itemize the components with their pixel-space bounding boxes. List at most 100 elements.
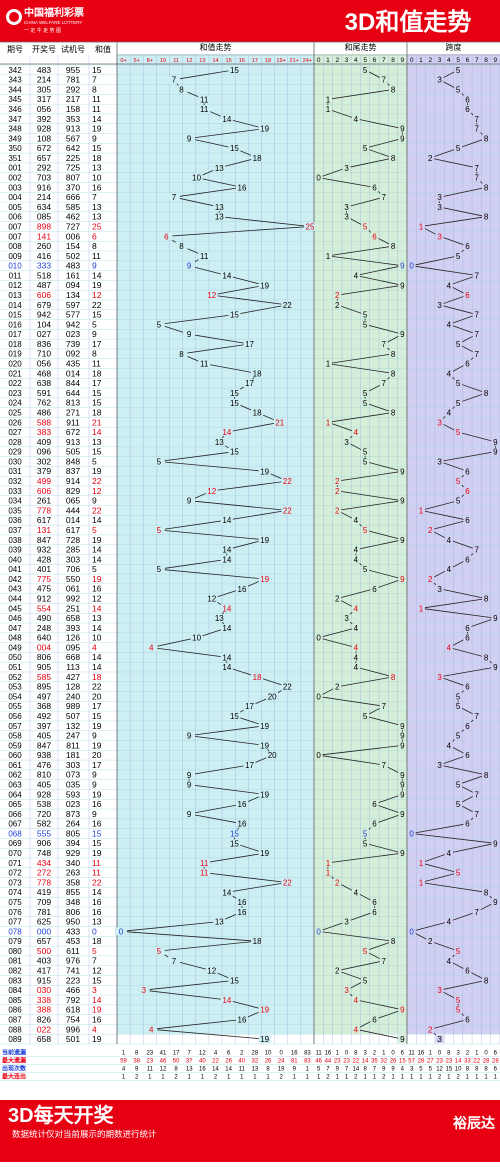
tail-point-bg — [361, 565, 370, 574]
tail-point: 3 — [344, 614, 349, 623]
tail-point: 1 — [326, 869, 331, 878]
sum-point-bg — [258, 124, 271, 133]
sum-cell: 15 — [92, 310, 102, 320]
span-point: 7 — [475, 115, 480, 124]
tail-point: 5 — [363, 223, 368, 232]
sum-point-bg — [228, 839, 241, 848]
test-cell: 942 — [66, 319, 80, 329]
span-scale-label: 9 — [494, 57, 498, 64]
test-cell: 668 — [66, 652, 80, 662]
tail-point-bg — [389, 85, 398, 94]
span-point: 5 — [456, 800, 461, 809]
test-cell: 263 — [66, 868, 80, 878]
stat-span-value: 11 — [409, 1051, 416, 1057]
period-cell: 342 — [8, 66, 22, 75]
test-cell: 996 — [66, 1024, 80, 1034]
stat-sum-value: 2 — [240, 1051, 244, 1057]
stat-tail-value: 1 — [336, 1075, 340, 1081]
span-point-bg — [463, 819, 472, 828]
sum-scale-label: 13 — [199, 58, 205, 64]
period-cell: 063 — [8, 781, 22, 790]
draw-cell: 826 — [37, 1014, 51, 1024]
sum-point: 12 — [207, 291, 216, 300]
span-point-bg — [463, 467, 472, 476]
span-point: 8 — [484, 134, 489, 143]
draw-cell: 585 — [37, 672, 51, 682]
stat-tail-value: 1 — [345, 1075, 349, 1081]
draw-cell: 938 — [37, 750, 51, 760]
period-cell: 080 — [8, 947, 22, 956]
sum-point: 9 — [187, 497, 192, 506]
sum-point-bg — [183, 731, 196, 740]
sum-cell: 12 — [92, 966, 102, 976]
sum-point: 22 — [283, 301, 292, 310]
stat-sum-value: 40 — [238, 1059, 245, 1065]
span-point-bg — [444, 281, 453, 290]
sum-cell: 9 — [92, 496, 97, 506]
sum-point: 15 — [230, 144, 239, 153]
test-cell: 727 — [66, 221, 80, 231]
period-cell: 042 — [8, 575, 22, 584]
tail-point-bg — [351, 271, 360, 280]
sum-cell: 8 — [92, 349, 97, 359]
span-point: 4 — [447, 565, 452, 574]
span-point-bg — [454, 731, 463, 740]
sum-cell: 13 — [92, 212, 102, 222]
tail-point-bg — [370, 819, 379, 828]
span-point-bg — [491, 839, 500, 848]
tail-point: 9 — [400, 467, 405, 476]
period-cell: 075 — [8, 898, 22, 907]
sum-scale-label: 11 — [173, 58, 179, 64]
sum-point: 13 — [215, 438, 224, 447]
period-cell: 081 — [8, 957, 22, 966]
sum-cell: 21 — [92, 417, 102, 427]
stat-sum-value: 59 — [120, 1059, 127, 1065]
test-cell: 092 — [66, 349, 80, 359]
draw-cell: 679 — [37, 300, 51, 310]
sum-point: 19 — [260, 741, 269, 750]
span-point-bg — [435, 760, 444, 769]
sum-point: 5 — [157, 565, 162, 574]
period-cell: 085 — [8, 996, 22, 1005]
tail-point: 9 — [400, 125, 405, 134]
period-cell: 039 — [8, 546, 22, 555]
tail-point: 4 — [354, 653, 359, 662]
sum-point: 14 — [222, 428, 231, 437]
stat-sum-value: 37 — [186, 1059, 193, 1065]
draw-cell: 591 — [37, 388, 51, 398]
draw-cell: 403 — [37, 956, 51, 966]
stat-tail-value: 2 — [373, 1051, 377, 1057]
sum-point-bg — [213, 437, 226, 446]
stat-tail-value: 1 — [336, 1051, 340, 1057]
span-point-bg — [472, 907, 481, 916]
tail-point-bg — [351, 995, 360, 1004]
span-point: 5 — [456, 340, 461, 349]
period-cell: 053 — [8, 683, 22, 692]
period-cell: 069 — [8, 839, 22, 848]
stat-sum-value: 1 — [293, 1075, 297, 1081]
test-cell: 855 — [66, 887, 80, 897]
sum-point: 14 — [222, 653, 231, 662]
stat-span-value: 5 — [419, 1067, 423, 1073]
draw-cell: 499 — [37, 476, 51, 486]
test-cell: 095 — [66, 642, 80, 652]
sum-cell: 16 — [92, 1014, 102, 1024]
stat-sum-value: 23 — [146, 1059, 153, 1065]
tail-point: 7 — [382, 379, 387, 388]
sum-cell: 8 — [92, 84, 97, 94]
span-point: 8 — [484, 183, 489, 192]
stat-span-value: 2 — [456, 1075, 460, 1081]
draw-cell: 317 — [37, 94, 51, 104]
sum-point: 14 — [222, 271, 231, 280]
stat-span-value: 28 — [418, 1059, 425, 1065]
sum-point-bg — [175, 242, 188, 251]
span-point: 1 — [419, 506, 424, 515]
sum-point-bg — [235, 1015, 248, 1024]
tail-point: 3 — [344, 203, 349, 212]
sum-cell: 5 — [92, 456, 97, 466]
sum-scale-label: 21+ — [290, 58, 300, 64]
tail-point: 1 — [326, 95, 331, 104]
span-point: 4 — [447, 849, 452, 858]
draw-cell: 748 — [37, 848, 51, 858]
span-point-bg — [407, 261, 416, 270]
